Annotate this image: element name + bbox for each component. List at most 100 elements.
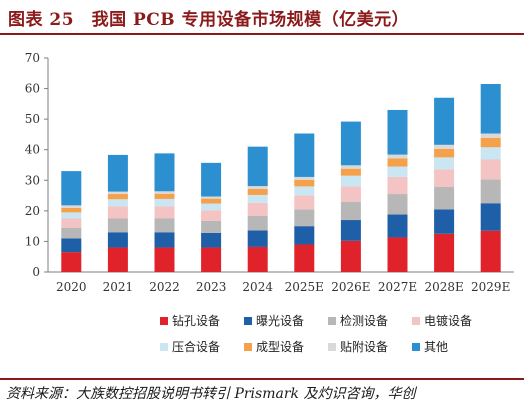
x-tick-label: 2022 xyxy=(149,280,180,294)
bar-segment xyxy=(294,133,315,177)
bar-segment xyxy=(340,121,361,166)
bar-segment xyxy=(61,205,82,208)
chart-header: 图表 25 我国 PCB 专用设备市场规模（亿美元） xyxy=(0,0,524,36)
y-tick-label: 30 xyxy=(25,173,40,187)
legend-swatch xyxy=(328,317,336,325)
legend-label: 贴附设备 xyxy=(340,340,388,354)
bar-segment xyxy=(61,212,82,219)
bar-segment xyxy=(294,244,315,272)
bar-segment xyxy=(247,146,268,187)
bar-segment xyxy=(387,158,408,167)
bar-segment xyxy=(61,227,82,239)
bar-segment xyxy=(247,188,268,195)
x-tick-label: 2026E xyxy=(331,280,370,294)
bar-segment xyxy=(480,133,501,138)
bar-segment xyxy=(247,194,268,203)
bar-segment xyxy=(480,147,501,160)
bar-segment xyxy=(247,186,268,189)
bar-segment xyxy=(61,171,82,206)
legend-swatch xyxy=(160,317,168,325)
bar-segment xyxy=(107,206,128,219)
legend-label: 曝光设备 xyxy=(256,314,304,328)
bar-segment xyxy=(107,194,128,200)
bar-segment xyxy=(154,232,175,248)
bar-segment xyxy=(107,154,128,192)
bar-segment xyxy=(340,220,361,241)
x-tick-label: 2020 xyxy=(56,280,87,294)
bar-segment xyxy=(434,97,455,145)
bar-segment xyxy=(294,209,315,227)
bar-segment xyxy=(201,232,222,248)
bar-segment xyxy=(340,240,361,272)
bar-segment xyxy=(294,186,315,196)
bar-segment xyxy=(107,247,128,272)
bar-segment xyxy=(154,153,175,192)
y-tick-label: 20 xyxy=(25,204,40,218)
legend-swatch xyxy=(412,317,420,325)
bar-segment xyxy=(154,247,175,272)
bar-segment xyxy=(201,220,222,233)
bar-segment xyxy=(340,201,361,221)
bar-segment xyxy=(387,237,408,272)
bar-segment xyxy=(247,230,268,247)
y-tick-label: 10 xyxy=(25,234,40,248)
x-tick-label: 2027E xyxy=(378,280,417,294)
bar-segment xyxy=(480,137,501,148)
header-divider xyxy=(0,33,524,35)
bar-segment xyxy=(340,186,361,202)
y-tick-label: 70 xyxy=(25,51,40,65)
x-tick-label: 2028E xyxy=(424,280,463,294)
footer-divider xyxy=(0,378,524,380)
legend-label: 电镀设备 xyxy=(424,314,472,328)
bar-segment xyxy=(480,203,501,231)
bar-segment xyxy=(107,232,128,248)
bar-segment xyxy=(154,191,175,194)
bar-segment xyxy=(201,210,222,221)
bar-segment xyxy=(154,206,175,219)
bar-segment xyxy=(434,187,455,210)
source-note: 资料来源：大族数控招股说明书转引 Prismark 及灼识咨询，华创 xyxy=(6,386,416,402)
bar-segment xyxy=(434,233,455,272)
x-tick-label: 2025E xyxy=(285,280,324,294)
bar-segment xyxy=(480,179,501,204)
bar-segment xyxy=(434,144,455,149)
bar-segment xyxy=(107,191,128,195)
chart-title: 图表 25 我国 PCB 专用设备市场规模（亿美元） xyxy=(8,10,410,30)
legend-swatch xyxy=(328,343,336,351)
legend-swatch xyxy=(412,343,420,351)
y-tick-label: 60 xyxy=(25,82,40,96)
bar-segment xyxy=(340,175,361,187)
bar-segment xyxy=(61,238,82,253)
legend-swatch xyxy=(244,343,252,351)
bar-segment xyxy=(340,165,361,169)
legend-swatch xyxy=(244,317,252,325)
legend-label: 钻孔设备 xyxy=(172,313,220,328)
bar-segment xyxy=(247,215,268,231)
bar-segment xyxy=(387,154,408,159)
bar-segment xyxy=(434,169,455,188)
bar-segment xyxy=(480,230,501,272)
legend-label: 其他 xyxy=(424,340,448,354)
y-tick-label: 40 xyxy=(25,143,40,157)
bar-segment xyxy=(201,162,222,197)
y-tick-label: 50 xyxy=(25,112,40,126)
stacked-bar-chart: 0 10 20 30 40 50 60 70 2020 2021 2022 2023 2024 2025E… xyxy=(25,51,514,354)
bar-segment xyxy=(434,157,455,170)
bar-segment xyxy=(201,247,222,272)
x-tick-label: 2023 xyxy=(196,280,227,294)
bar-segment xyxy=(201,203,222,211)
legend-label: 压合设备 xyxy=(172,339,220,354)
chart-bars xyxy=(61,83,501,272)
bar-segment xyxy=(340,168,361,176)
bar-segment xyxy=(154,193,175,199)
bar-segment xyxy=(247,202,268,216)
bar-segment xyxy=(434,209,455,234)
bar-segment xyxy=(201,196,222,199)
bar-segment xyxy=(154,198,175,207)
bar-segment xyxy=(154,218,175,233)
bar-segment xyxy=(387,166,408,177)
bar-segment xyxy=(61,218,82,228)
bar-segment xyxy=(434,148,455,158)
bar-segment xyxy=(387,194,408,215)
